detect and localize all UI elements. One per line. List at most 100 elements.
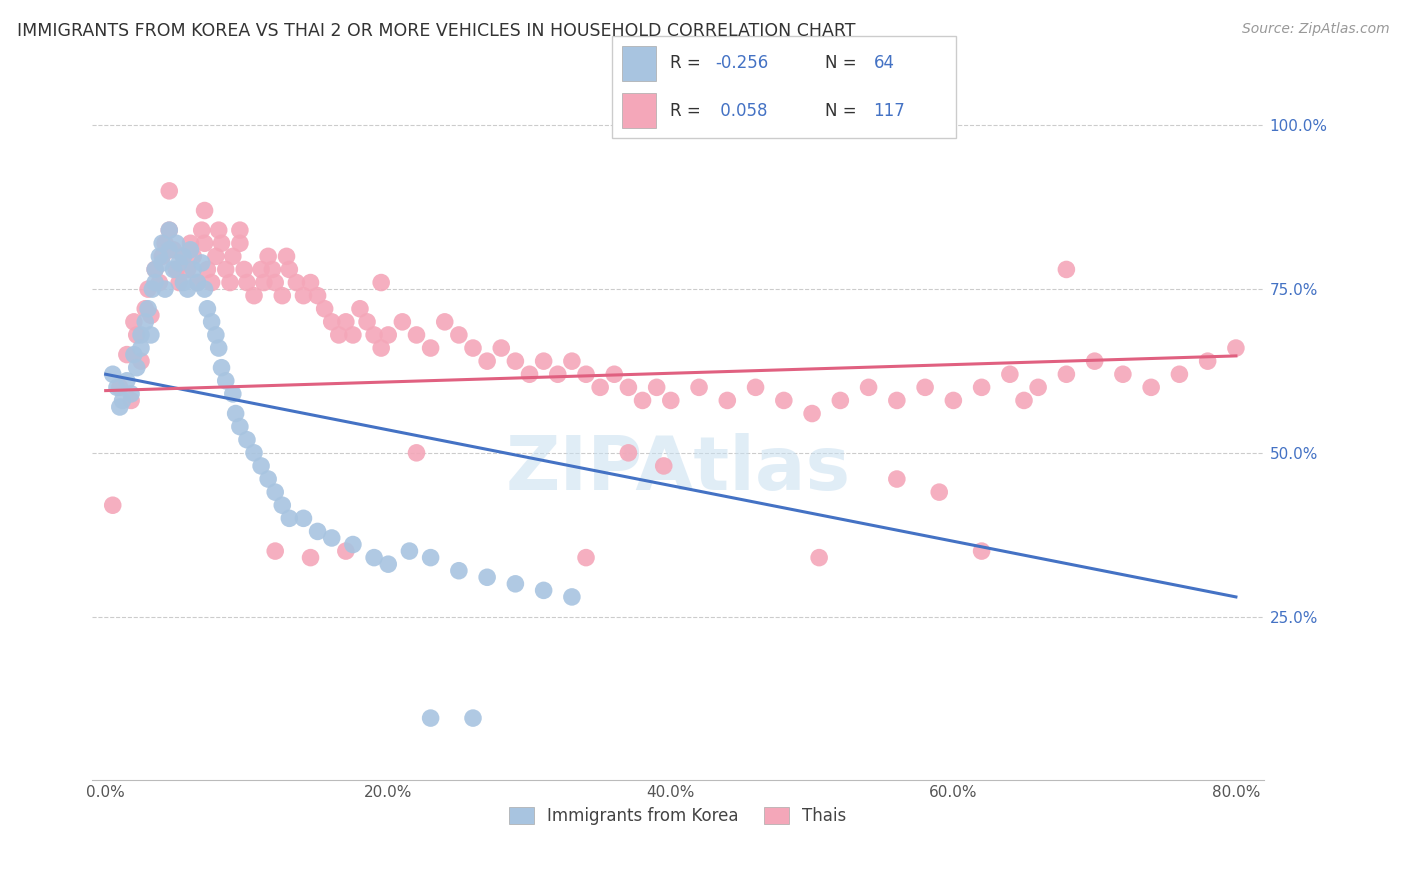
- Point: [292, 288, 315, 302]
- Point: [772, 393, 794, 408]
- Point: [645, 380, 668, 394]
- Point: [153, 236, 176, 251]
- Point: [201, 315, 224, 329]
- Point: [398, 544, 420, 558]
- Point: [307, 288, 329, 302]
- Point: [716, 393, 738, 408]
- Point: [1197, 354, 1219, 368]
- Point: [1112, 368, 1135, 382]
- Point: [250, 458, 273, 473]
- Point: [101, 498, 124, 512]
- Point: [115, 348, 138, 362]
- Point: [370, 341, 392, 355]
- Point: [970, 544, 993, 558]
- Point: [533, 583, 555, 598]
- Point: [886, 472, 908, 486]
- Point: [125, 328, 148, 343]
- Point: [153, 282, 176, 296]
- Point: [419, 341, 441, 355]
- Point: [108, 400, 131, 414]
- Point: [219, 276, 242, 290]
- Point: [111, 393, 134, 408]
- Point: [447, 328, 470, 343]
- Point: [575, 368, 598, 382]
- Point: [222, 249, 245, 263]
- Point: [391, 315, 413, 329]
- Point: [236, 276, 259, 290]
- Point: [262, 262, 284, 277]
- Point: [363, 550, 385, 565]
- Point: [150, 249, 173, 263]
- Point: [830, 393, 852, 408]
- Point: [405, 446, 427, 460]
- Text: -0.256: -0.256: [716, 54, 768, 72]
- Point: [136, 301, 159, 316]
- Point: [186, 276, 208, 290]
- Point: [150, 236, 173, 251]
- Point: [1225, 341, 1247, 355]
- Point: [808, 550, 831, 565]
- Point: [129, 341, 152, 355]
- Point: [193, 203, 215, 218]
- Point: [243, 288, 266, 302]
- Point: [589, 380, 612, 394]
- Point: [335, 315, 357, 329]
- Point: [278, 262, 301, 277]
- Point: [143, 262, 166, 277]
- Text: 117: 117: [873, 102, 905, 120]
- Point: [125, 360, 148, 375]
- Point: [136, 282, 159, 296]
- Point: [377, 328, 399, 343]
- Point: [157, 184, 180, 198]
- Text: N =: N =: [825, 102, 862, 120]
- Point: [236, 433, 259, 447]
- Point: [157, 223, 180, 237]
- Point: [561, 590, 583, 604]
- Point: [307, 524, 329, 539]
- Point: [928, 485, 950, 500]
- Point: [139, 328, 162, 343]
- Point: [120, 393, 142, 408]
- Point: [617, 446, 640, 460]
- Point: [167, 276, 190, 290]
- Text: N =: N =: [825, 54, 862, 72]
- Point: [433, 315, 456, 329]
- Point: [179, 236, 201, 251]
- Point: [1084, 354, 1107, 368]
- Point: [942, 393, 965, 408]
- Point: [233, 262, 256, 277]
- Point: [257, 472, 280, 486]
- Point: [617, 380, 640, 394]
- Point: [970, 380, 993, 394]
- Point: [335, 544, 357, 558]
- Point: [1026, 380, 1049, 394]
- Point: [505, 577, 527, 591]
- Point: [122, 315, 145, 329]
- Point: [1140, 380, 1163, 394]
- Point: [148, 276, 170, 290]
- Text: IMMIGRANTS FROM KOREA VS THAI 2 OR MORE VEHICLES IN HOUSEHOLD CORRELATION CHART: IMMIGRANTS FROM KOREA VS THAI 2 OR MORE …: [17, 22, 855, 40]
- Point: [603, 368, 626, 382]
- Point: [276, 249, 298, 263]
- Point: [561, 354, 583, 368]
- Point: [659, 393, 682, 408]
- Text: 0.058: 0.058: [716, 102, 768, 120]
- Point: [419, 711, 441, 725]
- Point: [342, 328, 364, 343]
- Point: [314, 301, 336, 316]
- Point: [299, 276, 322, 290]
- Point: [285, 276, 308, 290]
- Point: [162, 243, 184, 257]
- Point: [157, 223, 180, 237]
- Point: [278, 511, 301, 525]
- Point: [162, 262, 184, 277]
- Point: [201, 276, 224, 290]
- Point: [215, 262, 238, 277]
- Point: [129, 354, 152, 368]
- Point: [172, 249, 194, 263]
- Point: [405, 328, 427, 343]
- Point: [134, 315, 156, 329]
- Point: [547, 368, 569, 382]
- Point: [105, 380, 128, 394]
- Point: [122, 348, 145, 362]
